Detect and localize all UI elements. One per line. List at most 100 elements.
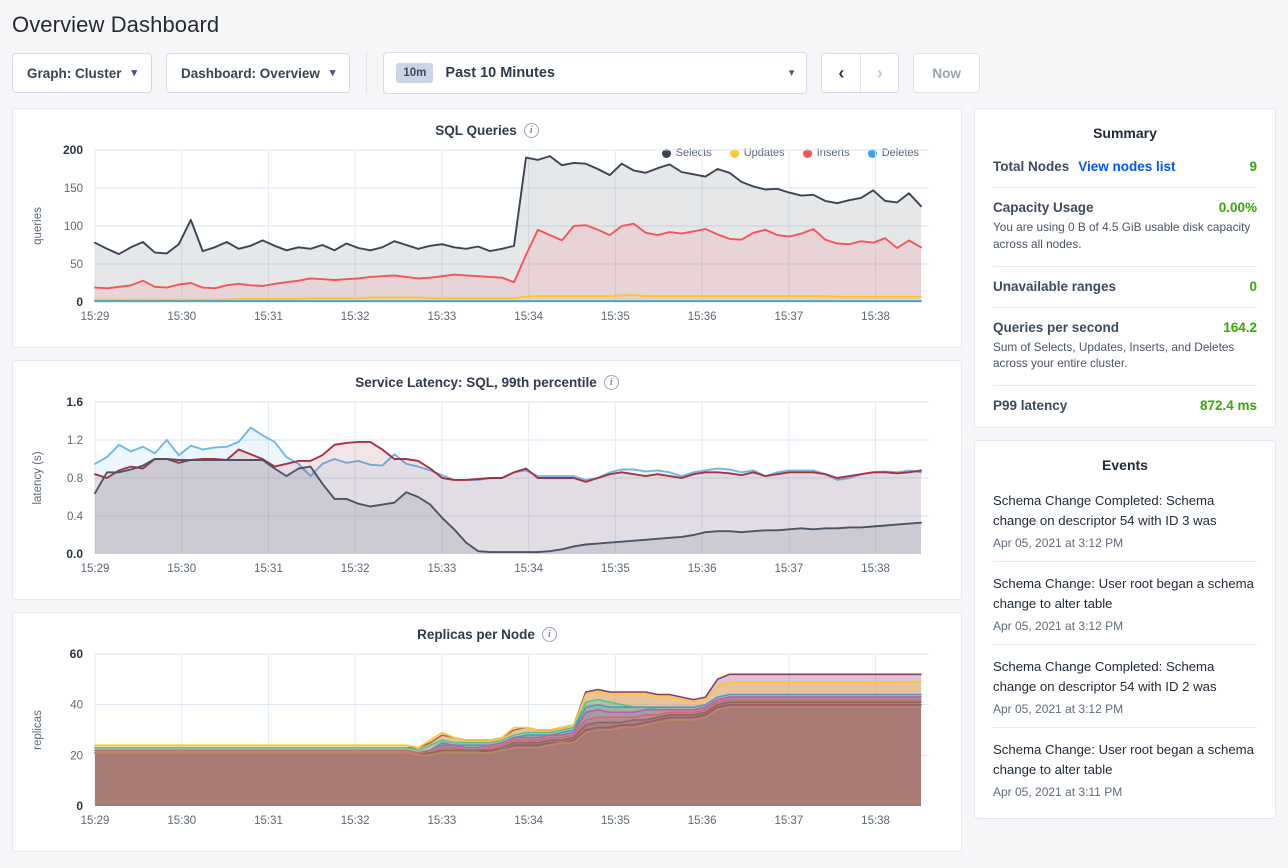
chart-card-sql-queries: SQL Queries i Selects Updates Inserts xyxy=(12,108,962,348)
summary-row-label: Capacity Usage xyxy=(993,200,1094,215)
x-axis-tick-label: 15:33 xyxy=(428,311,457,323)
y-axis-tick-label: 60 xyxy=(70,647,84,661)
summary-row: Total Nodes View nodes list 9 xyxy=(993,147,1257,174)
x-axis-tick-label: 15:37 xyxy=(774,563,803,575)
summary-row-value: 164.2 xyxy=(1223,319,1257,335)
time-next-button[interactable]: › xyxy=(860,54,899,92)
info-icon[interactable]: i xyxy=(541,627,557,642)
legend-dot-updates xyxy=(729,148,739,158)
time-range-badge: 10m xyxy=(396,63,434,83)
x-axis-tick-label: 15:30 xyxy=(167,815,196,827)
y-axis-tick-label: 0 xyxy=(76,799,83,813)
graph-select-label: Graph: Cluster xyxy=(27,65,122,81)
y-axis-tick-label: 200 xyxy=(63,143,83,157)
chart-card-replicas-per-node: Replicas per Node i 0 20 40 60 15:29 15:30 15:… xyxy=(12,612,962,852)
series-area xyxy=(95,702,921,806)
x-axis-tick-label: 15:36 xyxy=(688,815,717,827)
event-item[interactable]: Schema Change: User root began a schema … xyxy=(993,728,1257,810)
legend-dot-deletes xyxy=(867,148,877,158)
summary-row-value: 0.00% xyxy=(1218,200,1257,215)
summary-row-label: Unavailable ranges xyxy=(993,278,1117,294)
page-title: Overview Dashboard xyxy=(12,12,220,37)
x-axis-tick-label: 15:32 xyxy=(341,815,370,827)
summary-body: Total Nodes View nodes list 9 Capacity Usag… xyxy=(975,147,1275,427)
x-axis-tick-label: 15:29 xyxy=(81,815,110,827)
summary-divider xyxy=(993,187,1257,188)
series-line xyxy=(94,222,922,290)
time-prev-button[interactable]: ‹ xyxy=(822,54,861,92)
event-item[interactable]: Schema Change Completed: Schema change o… xyxy=(993,479,1257,561)
x-axis-tick-label: 15:38 xyxy=(861,563,890,575)
y-axis-tick-label: 40 xyxy=(70,700,83,712)
x-axis-tick-label: 15:35 xyxy=(601,563,630,575)
series-area xyxy=(95,441,921,554)
x-axis-tick-label: 15:34 xyxy=(514,815,543,827)
event-timestamp: Apr 05, 2021 at 3:12 PM xyxy=(993,618,1124,633)
info-icon[interactable]: i xyxy=(603,375,619,390)
summary-row-label: Queries per second xyxy=(993,319,1120,335)
legend-dot-inserts xyxy=(802,148,812,158)
y-axis-tick-label: 150 xyxy=(64,183,83,195)
x-axis-tick-label: 15:31 xyxy=(254,815,283,827)
x-axis-tick-label: 15:29 xyxy=(81,311,110,323)
series-line xyxy=(94,681,922,749)
charts-column: SQL Queries i Selects Updates Inserts xyxy=(12,108,962,852)
x-axis-tick-label: 15:32 xyxy=(341,563,370,575)
event-divider xyxy=(993,560,1257,562)
event-item[interactable]: Schema Change: User root began a schema … xyxy=(993,562,1257,644)
view-nodes-list-link[interactable]: View nodes list xyxy=(1078,159,1176,174)
x-axis-tick-label: 15:34 xyxy=(514,311,543,323)
y-axis-tick-label: 0.8 xyxy=(67,473,83,485)
summary-row: P99 latency 872.4 ms xyxy=(993,386,1257,413)
x-axis-tick-label: 15:29 xyxy=(81,563,110,575)
series-area xyxy=(95,223,921,302)
event-item[interactable]: Schema Change Completed: Schema change o… xyxy=(993,645,1257,727)
toolbar-divider xyxy=(366,52,368,94)
graph-select[interactable]: Graph: Cluster ▾ xyxy=(12,53,153,93)
summary-card: Summary Total Nodes View nodes list 9 Capac… xyxy=(974,108,1276,428)
series-line xyxy=(94,155,922,256)
summary-row-label: Total Nodes xyxy=(993,159,1070,174)
summary-row-label: P99 latency xyxy=(993,398,1068,413)
y-axis-tick-label: 100 xyxy=(64,221,83,233)
chart-title-text: Service Latency: SQL, 99th percentile xyxy=(355,375,597,390)
x-axis-tick-label: 15:36 xyxy=(688,311,717,323)
summary-row-description: Sum of Selects, Updates, Inserts, and De… xyxy=(993,339,1235,371)
y-axis-tick-label: 1.6 xyxy=(66,395,83,409)
sidebar-column: Summary Total Nodes View nodes list 9 Capac… xyxy=(974,108,1276,852)
event-text: Schema Change: User root began a schema … xyxy=(993,575,1254,612)
summary-row-value: 872.4 ms xyxy=(1199,398,1257,413)
time-range-label: Past 10 Minutes xyxy=(445,65,555,81)
chart-title-service-latency: Service Latency: SQL, 99th percentile i xyxy=(13,361,961,390)
x-axis-tick-label: 15:35 xyxy=(601,815,630,827)
y-axis-tick-label: 0.4 xyxy=(67,511,84,523)
x-axis-tick-label: 15:33 xyxy=(428,563,457,575)
info-icon[interactable]: i xyxy=(523,123,539,138)
x-axis-tick-label: 15:34 xyxy=(514,563,543,575)
event-text: Schema Change: User root began a schema … xyxy=(993,741,1254,778)
plot-sql-queries[interactable]: 0 50 100 150 200 15:29 15:30 15:31 15:32 15:33 15:… xyxy=(13,138,961,328)
x-axis-tick-label: 15:38 xyxy=(861,311,890,323)
event-timestamp: Apr 05, 2021 at 3:12 PM xyxy=(993,701,1124,716)
now-button[interactable]: Now xyxy=(913,53,980,93)
y-axis-tick-label: 0.0 xyxy=(66,547,83,561)
y-axis-tick-label: 50 xyxy=(70,259,83,271)
x-axis-tick-label: 15:38 xyxy=(861,815,890,827)
summary-row: Queries per second 164.2 xyxy=(993,308,1257,335)
series-area xyxy=(95,699,921,806)
plot-replicas-per-node[interactable]: 0 20 40 60 15:29 15:30 15:31 15:32 15:33 15:34 15:… xyxy=(13,642,961,832)
event-text: Schema Change Completed: Schema change o… xyxy=(993,493,1217,529)
event-divider xyxy=(993,643,1257,645)
x-axis-tick-label: 15:37 xyxy=(774,311,803,323)
series-area xyxy=(95,707,921,806)
time-range-picker[interactable]: 10m Past 10 Minutes ▾ xyxy=(383,52,808,94)
summary-divider xyxy=(993,265,1257,267)
plot-service-latency[interactable]: 0.0 0.4 0.8 1.2 1.6 15:29 15:30 15:31 15:32 15:33… xyxy=(13,390,961,580)
x-axis-tick-label: 15:31 xyxy=(254,311,283,323)
summary-row-value: 9 xyxy=(1249,159,1257,174)
chart-title-sql-queries: SQL Queries i xyxy=(13,109,961,138)
summary-row-value: 0 xyxy=(1249,278,1257,294)
chart-title-text: Replicas per Node xyxy=(417,627,535,642)
dashboard-select-label: Dashboard: Overview xyxy=(181,65,320,81)
dashboard-select[interactable]: Dashboard: Overview ▾ xyxy=(166,53,351,93)
